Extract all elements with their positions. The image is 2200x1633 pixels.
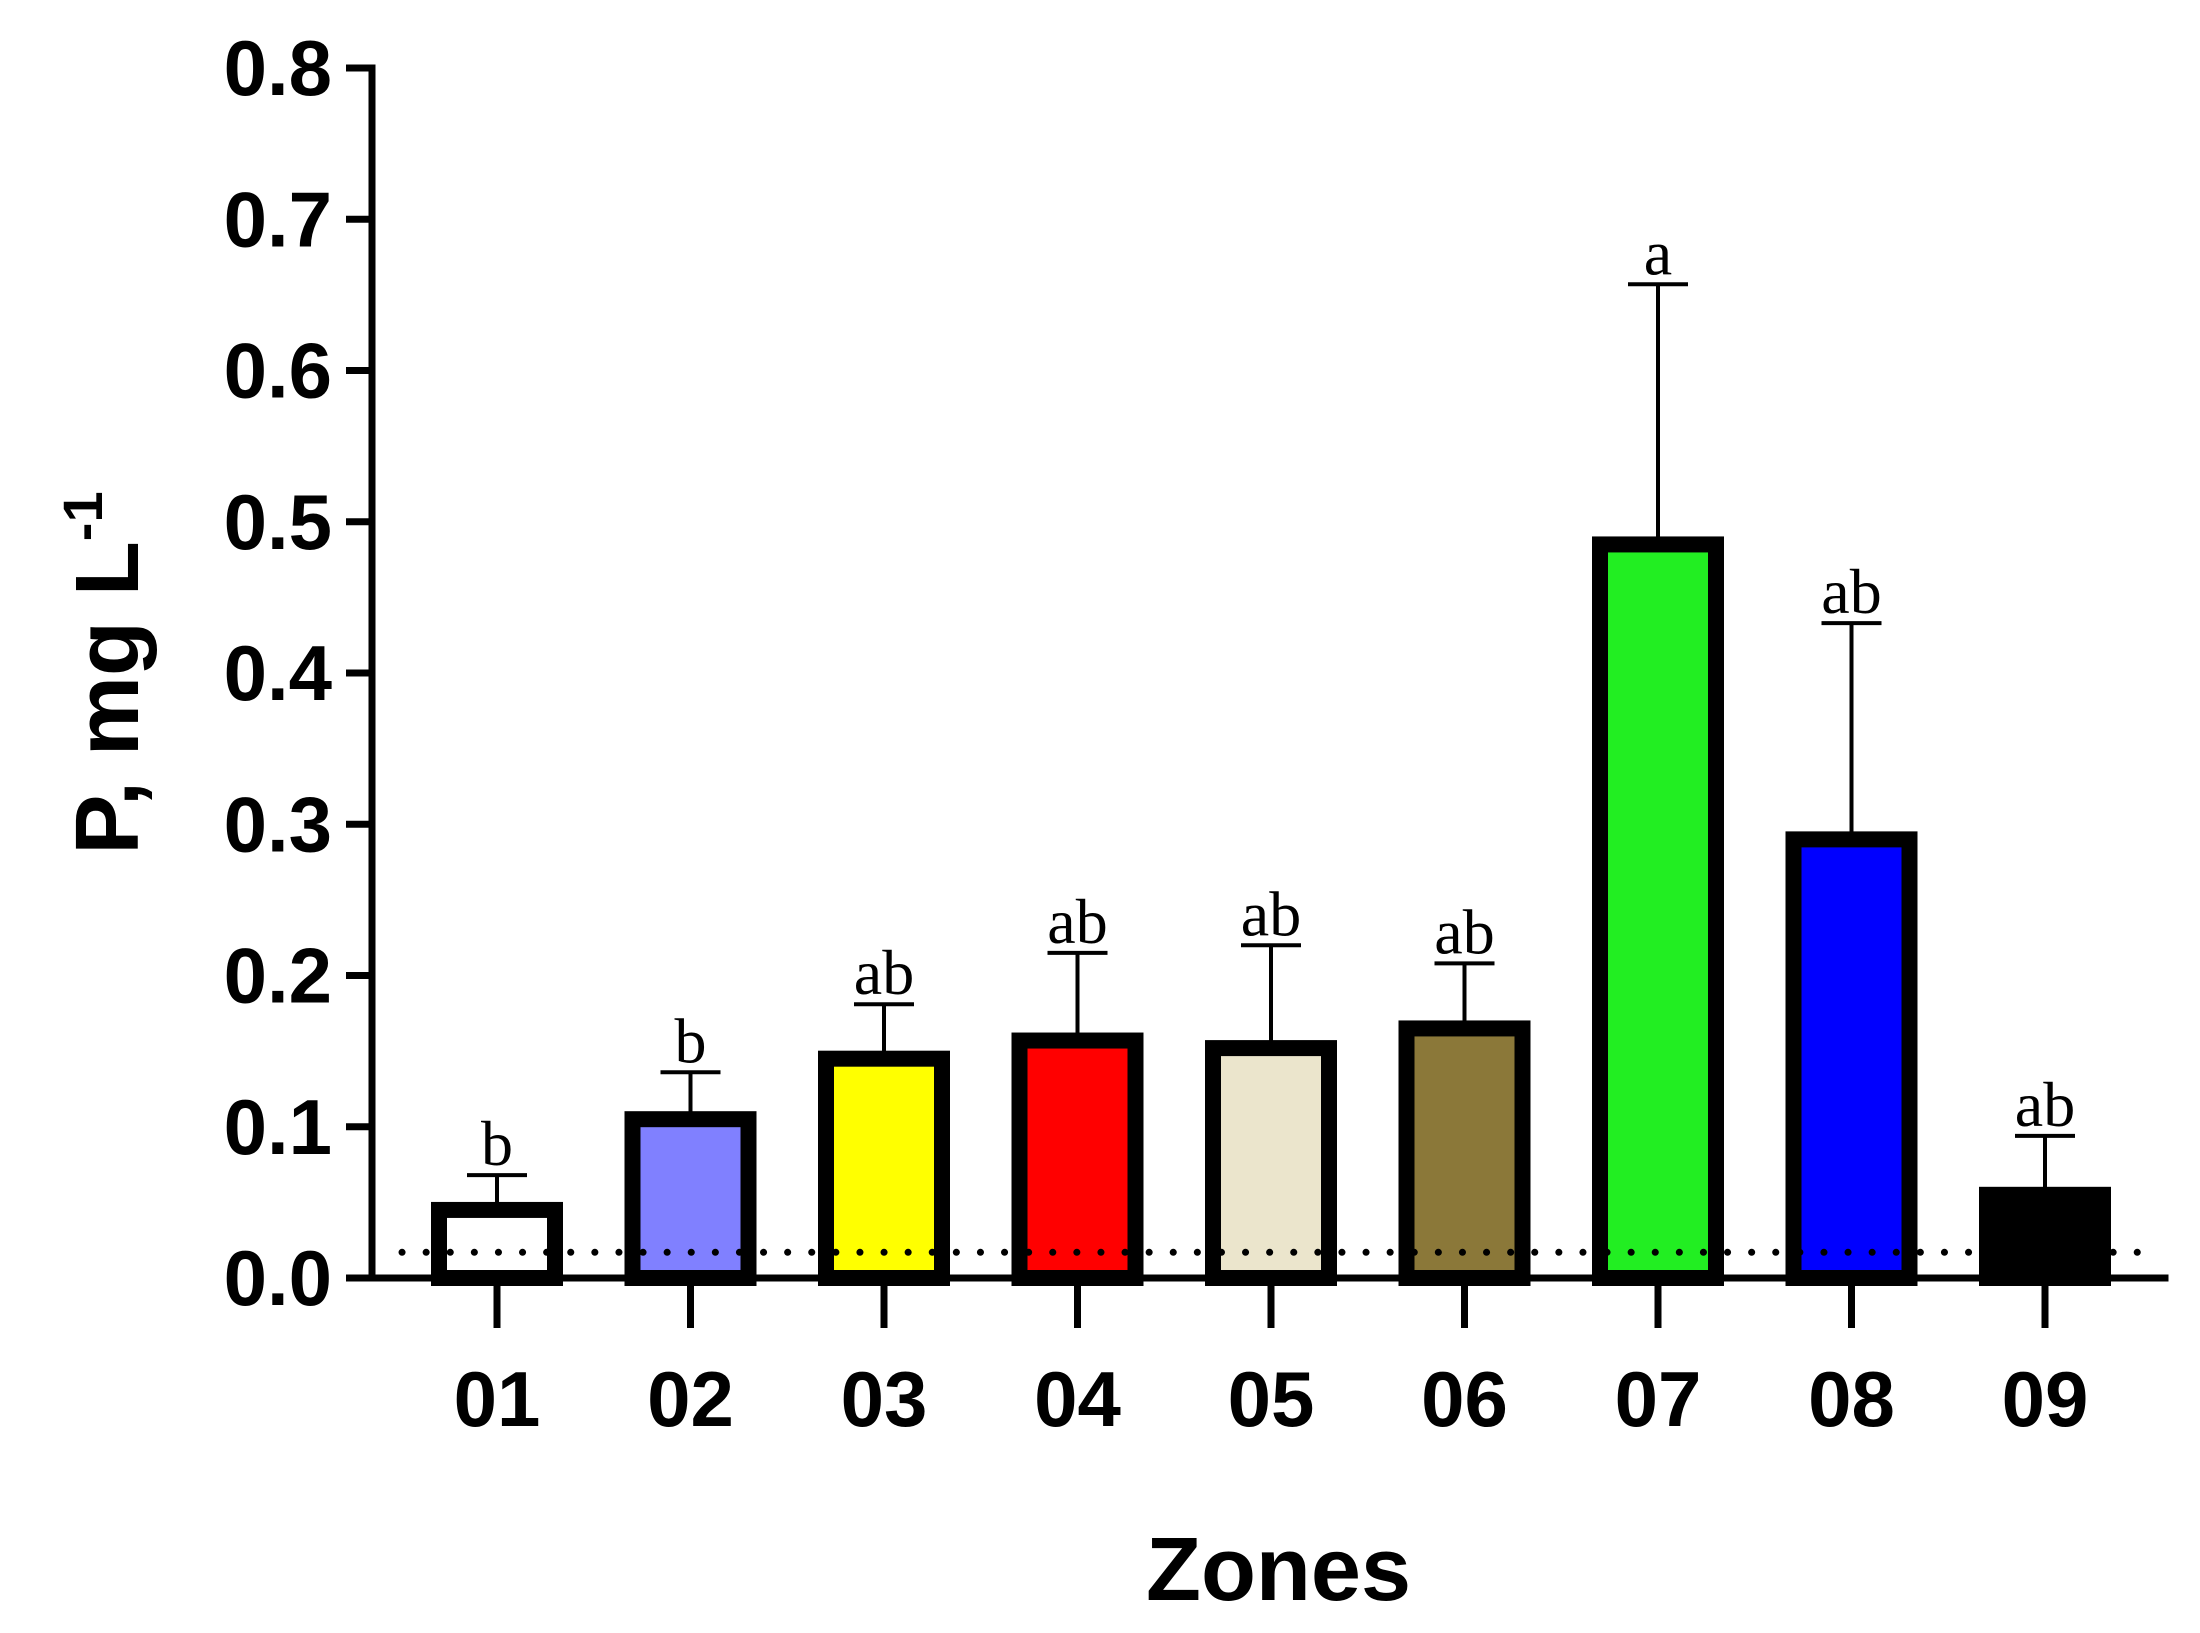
bar-zone-05	[1205, 1040, 1337, 1286]
y-tick-label: 0.3	[224, 780, 332, 868]
significance-label-09: ab	[2015, 1069, 2075, 1140]
y-axis-title-superscript: -1	[51, 491, 114, 541]
x-tick-label-08: 08	[1808, 1355, 1895, 1443]
y-tick-label: 0.8	[224, 24, 332, 112]
x-axis-title: Zones	[1146, 1520, 1411, 1620]
x-tick-label-03: 03	[841, 1355, 928, 1443]
x-tick-label-04: 04	[1034, 1355, 1121, 1443]
significance-label-03: ab	[854, 937, 914, 1008]
significance-labels-group: b b ab ab ab ab a ab ab	[481, 217, 2075, 1179]
y-tick-label: 0.5	[224, 478, 332, 566]
bar-zone-07	[1592, 536, 1724, 1286]
y-tick-label: 0.6	[224, 327, 332, 415]
x-tick-label-05: 05	[1228, 1355, 1315, 1443]
error-bars-group	[467, 282, 2075, 1210]
x-tick-label-01: 01	[454, 1355, 541, 1443]
y-tick-label: 0.7	[224, 175, 332, 263]
y-axis-title-main: P, mg L	[58, 541, 158, 854]
bar-zone-01	[431, 1201, 563, 1286]
y-axis-title: P, mg L-1	[51, 491, 158, 854]
bar-zone-06	[1398, 1020, 1531, 1286]
y-tick-label: 0.2	[224, 932, 332, 1020]
significance-label-01: b	[481, 1108, 513, 1179]
significance-label-05: ab	[1241, 878, 1301, 949]
y-tick-label: 0.0	[224, 1234, 332, 1322]
x-tick-label-09: 09	[2002, 1355, 2089, 1443]
bar-zone-03	[818, 1050, 950, 1286]
x-tick-label-02: 02	[647, 1355, 734, 1443]
significance-label-08: ab	[1821, 556, 1881, 627]
bar-zone-04	[1011, 1032, 1144, 1286]
significance-label-04: ab	[1047, 886, 1107, 957]
x-ticks-group: 01 02 03 04 05 06 07 08 09	[454, 1278, 2089, 1443]
significance-label-02: b	[675, 1005, 707, 1076]
x-tick-label-06: 06	[1421, 1355, 1508, 1443]
y-tick-label: 0.4	[224, 629, 332, 717]
y-ticks-group: 0.0 0.1 0.2 0.3 0.4 0.5 0.6 0.7 0.8	[224, 24, 372, 1322]
x-tick-label-07: 07	[1615, 1355, 1702, 1443]
significance-label-06: ab	[1434, 896, 1494, 967]
bar-zone-09	[1979, 1186, 2111, 1286]
y-tick-label: 0.1	[224, 1083, 332, 1171]
bar-zone-08	[1785, 831, 1918, 1286]
significance-label-07: a	[1644, 217, 1672, 288]
